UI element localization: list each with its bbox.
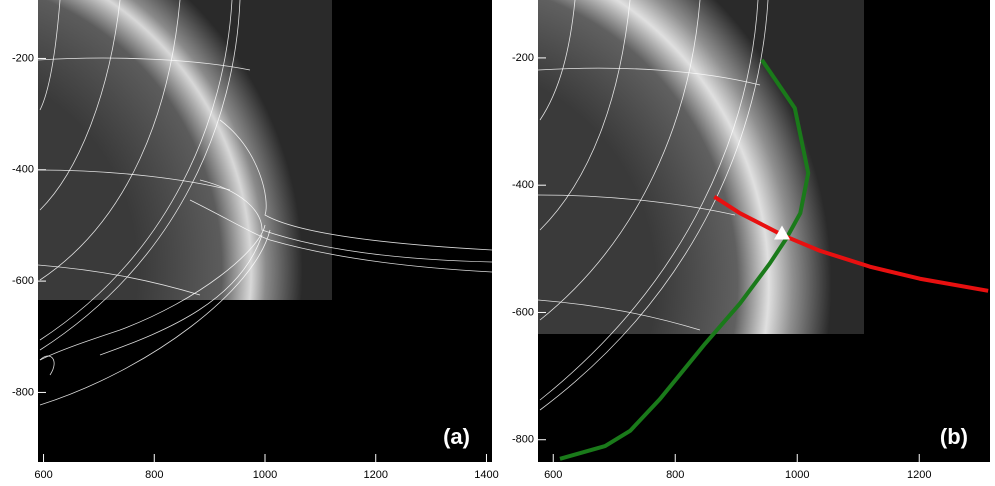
x-tick-label: 1400 xyxy=(474,469,498,481)
y-tick-label: -200 xyxy=(12,52,34,64)
y-tick-label: -200 xyxy=(512,52,534,64)
x-tick-label: 800 xyxy=(666,469,684,481)
y-tick-label: -400 xyxy=(512,179,534,191)
panel-b: (b) xyxy=(538,0,990,462)
y-tick-label: -600 xyxy=(512,306,534,318)
x-tick-label: 1000 xyxy=(785,469,809,481)
x-tick-label: 600 xyxy=(34,469,52,481)
solar-image xyxy=(538,0,864,334)
panel-label: (b) xyxy=(940,424,968,449)
x-tick-label: 1200 xyxy=(907,469,931,481)
y-tick-label: -800 xyxy=(12,386,34,398)
x-tick-label: 1200 xyxy=(363,469,387,481)
x-tick-label: 800 xyxy=(145,469,163,481)
figure: (b) 600 800 1000 1200 1400 -200 -400 -600 -800 60… xyxy=(0,0,995,486)
y-tick-label: -600 xyxy=(12,275,34,287)
page: {"chart_data": [ {"type": "image", "pane… xyxy=(0,0,995,486)
panel-a xyxy=(38,0,492,462)
x-tick-label: 600 xyxy=(544,469,562,481)
y-tick-label: -400 xyxy=(12,164,34,176)
x-tick-label: 1000 xyxy=(253,469,277,481)
y-tick-label: -800 xyxy=(512,434,534,446)
panel-label: (a) xyxy=(443,424,470,449)
solar-image xyxy=(38,0,332,300)
